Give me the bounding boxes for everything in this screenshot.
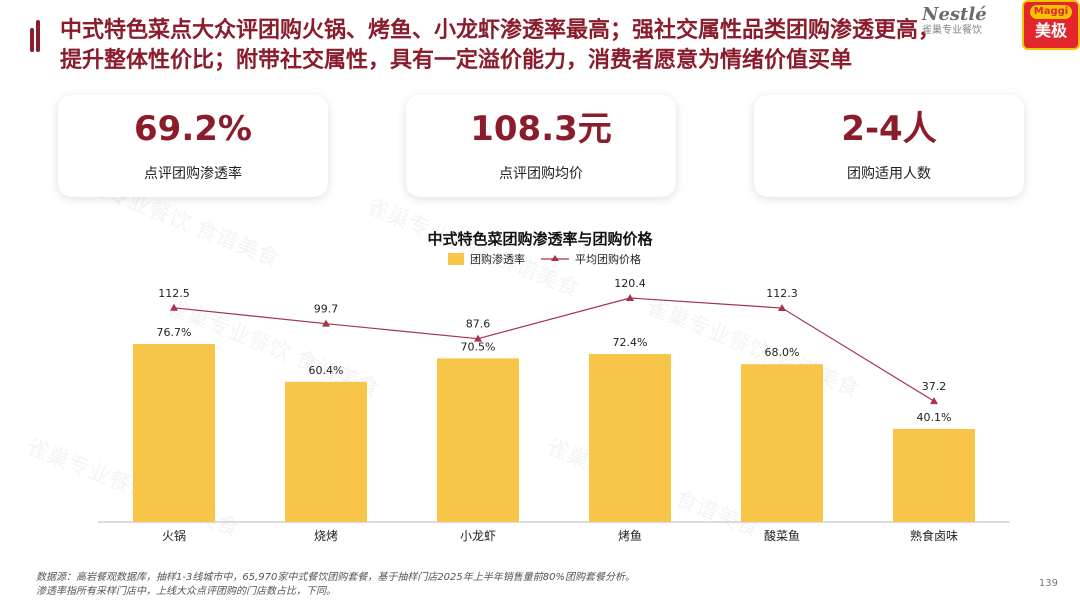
kpi-card-penetration: 69.2% 点评团购渗透率 [58,95,328,197]
page-title-line2: 提升整体性价比；附带社交属性，具有一定溢价能力，消费者愿意为情绪价值买单 [60,48,853,73]
price-point [474,334,482,342]
kpi-card-avg-price: 108.3元 点评团购均价 [406,95,676,197]
price-point [778,304,786,312]
bar [741,364,823,522]
price-point [322,319,330,327]
kpi-card-party-size: 2-4人 团购适用人数 [754,95,1024,197]
nestle-logo: Nestlé 雀巢专业餐饮 [922,4,1014,48]
page-title: 中式特色菜点大众评团购火锅、烤鱼、小龙虾渗透率最高；强社交属性品类团购渗透更高，… [60,16,960,76]
footnote-line2: 渗透率指所有采样门店中，上线大众点评团购的门店数占比，下同。 [36,586,336,597]
bar [133,344,215,522]
footnote: 数据源：高岩餐观数据库，抽样1-3线城市中，65,970家中式餐饮团购套餐，基于… [36,571,996,599]
kpi-label: 团购适用人数 [847,166,931,182]
footnote-line1: 数据源：高岩餐观数据库，抽样1-3线城市中，65,970家中式餐饮团购套餐，基于… [36,572,635,583]
x-tick-label: 酸菜鱼 [764,528,800,543]
page-title-line1: 中式特色菜点大众评团购火锅、烤鱼、小龙虾渗透率最高；强社交属性品类团购渗透更高， [60,18,941,43]
title-accent-icon [30,18,40,64]
kpi-label: 点评团购均价 [499,166,583,182]
nestle-logo-text: Nestlé [922,4,987,25]
chart-title: 中式特色菜团购渗透率与团购价格 [427,230,653,248]
bar-value-label: 68.0% [765,346,800,359]
legend-marker-line [551,255,559,261]
price-point [170,303,178,311]
bar-value-label: 40.1% [917,411,952,424]
price-value-label: 99.7 [314,303,339,316]
kpi-value: 2-4人 [841,109,937,149]
bar-value-label: 60.4% [309,364,344,377]
price-value-label: 112.5 [158,287,190,300]
nestle-logo-subtext: 雀巢专业餐饮 [922,25,982,36]
price-value-label: 87.6 [466,318,491,331]
bar-value-label: 70.5% [461,340,496,353]
kpi-label: 点评团购渗透率 [144,166,242,182]
bar [893,428,975,522]
x-tick-label: 烤鱼 [618,528,642,543]
bar [437,358,519,522]
price-value-label: 120.4 [614,277,646,290]
legend-label-line: 平均团购价格 [575,252,641,266]
maggi-logo-cn: 美极 [1034,21,1067,40]
price-line [173,297,935,402]
bar-value-label: 72.4% [613,336,648,349]
bar [285,381,367,522]
kpi-value: 69.2% [134,109,252,149]
x-tick-label: 熟食卤味 [910,528,958,543]
price-point [930,397,938,405]
price-point [626,294,634,301]
x-tick-label: 火锅 [162,528,186,543]
price-value-label: 37.2 [922,380,947,393]
page-number: 139 [1038,578,1058,589]
x-tick-label: 小龙虾 [460,529,496,543]
bar-value-label: 76.7% [157,326,192,339]
price-value-label: 112.3 [766,287,798,300]
x-tick-label: 烧烤 [314,528,338,543]
kpi-value: 108.3元 [470,109,612,149]
bar [589,353,671,522]
maggi-logo-text: Maggi [1030,5,1072,19]
legend-swatch-bar [448,253,464,265]
legend-label-bar: 团购渗透率 [470,252,525,266]
maggi-logo: Maggi 美极 [1022,0,1080,50]
